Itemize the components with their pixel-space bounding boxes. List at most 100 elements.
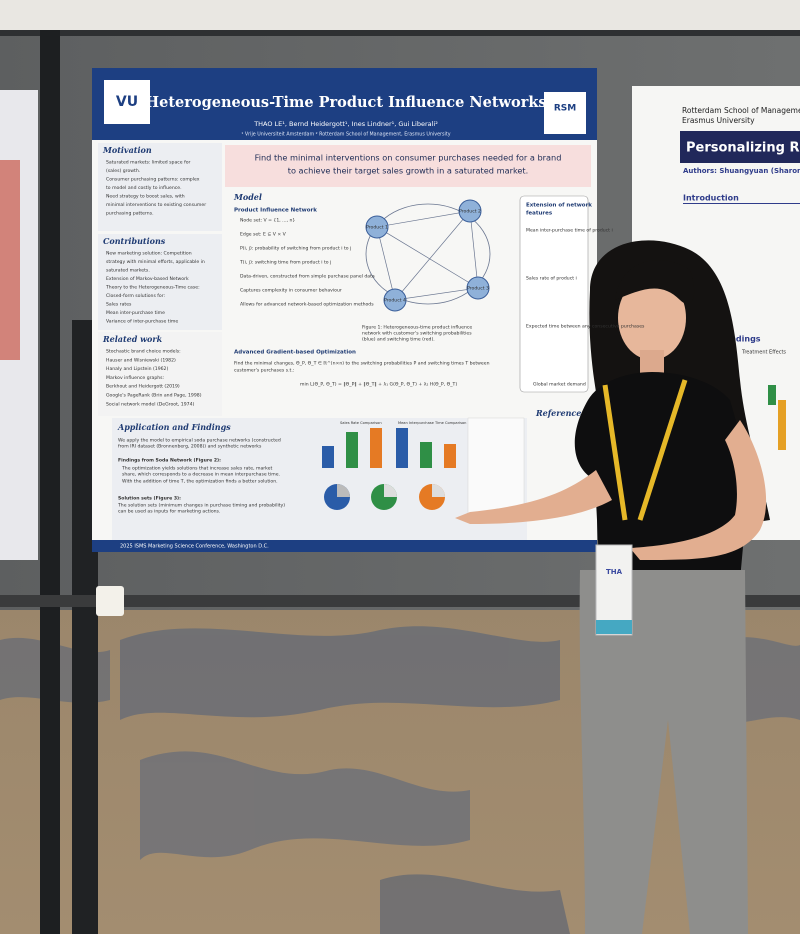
subheading: features	[526, 211, 553, 217]
subheading: Advanced Gradient-based Optimization	[234, 350, 356, 356]
body-heading: Solution sets (Figure 3):	[118, 496, 181, 502]
body-text: Captures complexity in consumer behaviou…	[240, 288, 342, 294]
body-text: Need strategy to boost sales, with	[106, 194, 185, 200]
body-text: Social network model (DeGroot, 1974)	[106, 401, 194, 407]
logo-text: VU	[116, 94, 138, 110]
figure-caption: Figure 1: Heterogeneous-time product inf…	[362, 325, 472, 331]
logo-left	[104, 80, 150, 124]
node-label: Product 1	[366, 225, 388, 231]
section-heading: Findings	[722, 335, 761, 344]
network-diagram	[365, 199, 491, 312]
board-stand	[40, 30, 60, 934]
body-text: Hanaly and Lipstein (1962)	[106, 366, 168, 372]
body-text: Google's PageRank (Brin and Page, 1998)	[106, 393, 202, 399]
node-label: Product 3	[467, 286, 489, 292]
body-heading: Findings from Soda Network (Figure 2):	[118, 458, 221, 464]
body-text: from IRI dataset (Bronnenberg, 2008)) an…	[118, 444, 262, 450]
body-text: Hauser and Wisniewski (1982)	[106, 357, 176, 363]
body-text: Data-driven, constructed from simple pur…	[240, 274, 375, 280]
node-label: Product 2	[459, 209, 481, 215]
figure-caption: network with customer's switching probab…	[362, 331, 472, 337]
cup	[96, 586, 124, 616]
section-box	[98, 234, 222, 330]
poster-header	[92, 68, 597, 140]
body-text: P(i, j): probability of switching from p…	[240, 246, 351, 252]
node-label: Product 4	[384, 298, 406, 304]
body-text: New marketing solution: Competition	[106, 251, 192, 257]
section-box	[112, 418, 527, 540]
body-text: can be used as inputs for marketing acti…	[118, 509, 220, 515]
body-text: T(i, j): switching time from product i t…	[239, 260, 331, 266]
body-text: The optimization yields solutions that i…	[121, 466, 272, 472]
body-text: Saturated markets: limited space for	[106, 160, 191, 166]
body-text: Node set: V = {1, ..., n}	[240, 218, 295, 224]
chart-title: Sales Rate Comparison	[340, 421, 382, 425]
left-poster-edge	[0, 160, 20, 360]
poster-charts	[322, 417, 525, 514]
body-text: Edge set: E ⊆ V × V	[240, 232, 287, 238]
body-text: to model and costly to influence.	[106, 185, 182, 191]
formula-label: Global market demand	[533, 382, 586, 388]
body-text: Theory to the Heterogeneous-Time case:	[105, 285, 200, 291]
body-text: The solution sets (minimum changes in pu…	[117, 503, 285, 509]
body-text: customer's purchases s.t.:	[234, 368, 295, 374]
headline: to achieve their target sales growth in …	[288, 166, 529, 176]
body-text: We apply the model to empirical soda pur…	[118, 438, 281, 444]
poster-footer-text: 2025 ISMS Marketing Science Conference, …	[120, 544, 269, 550]
section-heading: References	[535, 408, 586, 418]
body-text: Find the minimal changes, Θ_P, Θ_T ∈ ℝ^(…	[234, 361, 490, 367]
body-text: minimal interventions to existing consum…	[106, 202, 206, 208]
logo-text: RSM	[554, 104, 576, 114]
badge-name: THA	[606, 568, 623, 576]
poster-title: Personalizing Rete	[686, 141, 800, 156]
body-text: Variance of inter-purchase time	[106, 319, 178, 325]
body-text: Sales rate of product i	[526, 276, 577, 282]
section-heading: Introduction	[683, 194, 739, 203]
body-text: With the addition of time T, the optimiz…	[122, 479, 278, 485]
title-bar	[680, 131, 800, 163]
subheading: Product Influence Network	[234, 208, 317, 214]
section-box	[98, 143, 222, 231]
chart-title: Mean Interpurchase Time Comparison	[398, 421, 466, 425]
body-text: Allows for advanced network-based optimi…	[240, 302, 374, 308]
body-text: Markov influence graphs:	[106, 375, 165, 381]
main-poster: VU RSM Heterogeneous-Time Product Influe…	[92, 68, 597, 552]
body-text: Expected time between any consecutive pu…	[526, 324, 645, 330]
poster-affiliations: ¹ Vrije Universiteit Amsterdam ² Rotterd…	[241, 132, 450, 138]
body-text: Closed-form solutions for:	[106, 293, 166, 299]
section-box	[98, 332, 222, 416]
body-text: Stochastic brand choice models:	[106, 349, 181, 355]
logo-right	[544, 92, 586, 134]
section-heading: Application and Findings	[117, 422, 231, 432]
section-heading: Motivation	[102, 145, 152, 155]
chart-label: Treatment Effects	[741, 350, 786, 356]
carpet-pattern	[0, 626, 800, 934]
body-text: Consumer purchasing patterns: complex	[106, 177, 200, 183]
formula: min L(Θ_P, Θ_T) = ‖Θ_P‖ + ‖Θ_T‖ + λ₁ G(Θ…	[300, 382, 457, 388]
body-text: share, which corresponds to a decrease i…	[122, 472, 280, 478]
institution: Rotterdam School of Management	[682, 106, 800, 115]
body-text: Mean inter-purchase time of product i	[526, 228, 613, 234]
body-text: strategy with minimal efforts, applicabl…	[106, 259, 205, 265]
board-frame	[0, 30, 800, 36]
section-heading: Contributions	[103, 236, 166, 246]
section-heading: Related work	[102, 334, 163, 344]
figure-caption: (blue) and switching time (red).	[362, 337, 435, 343]
body-text: Mean inter-purchase time	[106, 310, 165, 316]
person	[455, 240, 770, 934]
poster-footer	[92, 540, 597, 552]
poster-title: Heterogeneous-Time Product Influence Net…	[145, 94, 546, 111]
body-text: purchasing patterns.	[106, 211, 154, 217]
headline: Find the minimal interventions on consum…	[255, 153, 562, 163]
body-text: saturated markets.	[106, 268, 150, 274]
rule	[683, 203, 800, 204]
chart-bar	[778, 400, 786, 450]
institution: Erasmus University	[682, 116, 755, 125]
body-text: (sales) growth.	[106, 168, 140, 174]
chart-bar	[768, 385, 776, 405]
poster-authors: Authors: Shuangyuan (Sharon) We	[683, 167, 800, 175]
poster-authors: THAO LE¹, Bernd Heidergott¹, Ines Lindne…	[253, 120, 438, 128]
headline-box	[225, 145, 591, 187]
body-text: Extension of Markov-based Network	[106, 276, 189, 282]
